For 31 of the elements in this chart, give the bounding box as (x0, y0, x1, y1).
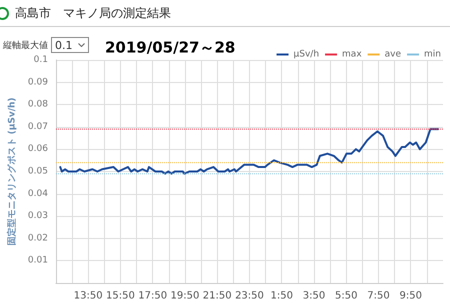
y-tick-label: 0.08 (28, 100, 48, 110)
x-tick-label: 15:50 (106, 290, 135, 301)
text: 縦軸最大値 (3, 40, 48, 52)
y-tick-label: 0.01 (28, 256, 48, 266)
x-tick-label: 13:50 (74, 290, 103, 301)
y-tick-label: 0.04 (28, 188, 48, 199)
x-tick-label: 23:50 (235, 290, 264, 301)
y-axis-title: 固定型モニタリングポスト (μSv/h) (6, 97, 18, 246)
legend-label: min (424, 50, 442, 60)
y-tick-label: 0.09 (28, 77, 48, 88)
x-tick-label: 5:50 (335, 290, 358, 301)
y-tick-label: 0.02 (28, 233, 48, 244)
y-tick-label: 0.1 (34, 55, 48, 65)
line-series (59, 128, 440, 175)
chart-title: 高島市 マキノ局の測定結果 (15, 4, 171, 22)
y-tick-label: 0.03 (28, 211, 48, 222)
y-tick-label: 0.06 (28, 144, 48, 154)
legend-label: max (342, 50, 362, 60)
x-tick-label: 9:50 (400, 290, 422, 301)
y-tick-label: 0.05 (28, 166, 48, 176)
y-tick-label: 0.07 (28, 122, 48, 132)
x-tick-label: 1:50 (270, 290, 293, 301)
legend-label: ave (384, 50, 402, 60)
x-tick-label: 3:50 (302, 290, 326, 301)
x-tick-label: 19:50 (170, 290, 200, 301)
dropdown-field: 0.1 (51, 37, 89, 53)
chart-subtitle: 2019/05/27～28 (105, 38, 236, 56)
x-tick-label: 7:50 (367, 290, 390, 301)
x-tick-label: 21:50 (202, 290, 232, 301)
legend-label: μSv/h (294, 50, 320, 60)
x-tick-label: 17:50 (138, 290, 168, 301)
